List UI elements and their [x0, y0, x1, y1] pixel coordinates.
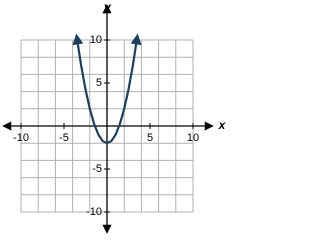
marks — [72, 33, 142, 145]
y-tick-label: -10 — [86, 206, 102, 218]
x-tick-label: 10 — [187, 132, 199, 144]
y-tick-label: 5 — [96, 77, 102, 89]
curve — [72, 33, 142, 145]
x-axis-label: x — [218, 118, 227, 132]
x-tick-label: 5 — [147, 132, 153, 144]
chart: x y -10 -5 5 10 -10 -5 5 10 — [2, 0, 227, 234]
y-tick-label: 10 — [90, 34, 102, 46]
x-tick-label: -10 — [13, 132, 29, 144]
x-tick-label: -5 — [59, 132, 69, 144]
y-axis-label: y — [103, 0, 112, 14]
y-tick-label: -5 — [92, 163, 102, 175]
